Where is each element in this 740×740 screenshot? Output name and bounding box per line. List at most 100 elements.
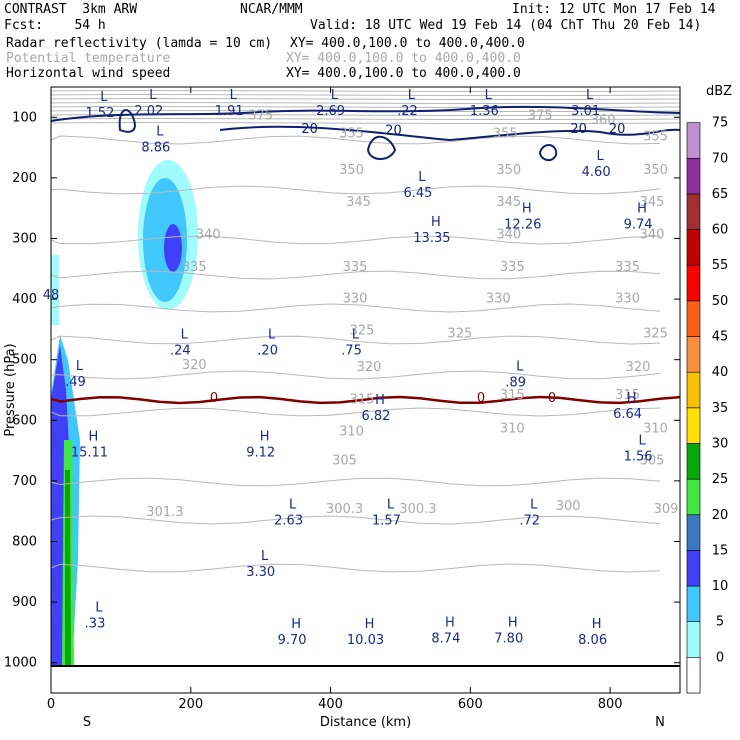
wind-label: 20 [609,122,626,137]
colorbar-tick-label: 25 [712,472,729,487]
theta-label: 320 [182,358,207,373]
colorbar-tick-label: 0 [716,650,724,665]
x-tick-label: 600 [458,697,483,712]
theta-label: 300.3 [399,502,436,517]
theta-line [51,477,661,487]
extremum-value: 9.74 [624,218,653,233]
theta-label: 315 [350,392,375,407]
extremum-value: .22 [397,104,418,119]
colorbar-swatch [686,407,701,444]
valid-time: Valid: 18 UTC Wed 19 Feb 14 (04 ChT Thu … [310,18,702,33]
extremum-marker: H [592,617,602,632]
theta-label: 320 [357,360,382,375]
contour-labels: 0 0 0 375 375 360 355 355 355 350 350 350 345 345 345 3… [43,88,679,648]
y-tick-label: 600 [12,413,37,428]
x-tick-label: 200 [178,697,203,712]
reflectivity-blob-upper-core [164,224,182,272]
wind-contour [538,144,558,162]
wind-contour [51,105,680,122]
extremum-marker: L [638,434,646,449]
theta-label: 350 [643,163,668,178]
extremum-value: 9.70 [278,633,307,648]
extremum-marker: L [597,149,605,164]
x-end-label-right: N [655,715,665,730]
theta-label: 345 [346,195,371,210]
extremum-marker: H [637,202,647,217]
extremum-marker: L [156,125,164,140]
colorbar-swatch [686,264,701,302]
theta-line [51,335,661,345]
extremum-value: 6.82 [362,409,391,424]
field-theta-xy: XY= 400.0,100.0 to 400.0,400.0 [286,51,521,66]
extremum-value: 8.74 [431,631,460,646]
extremum-value: 3.01 [571,104,600,119]
theta-label: 320 [626,360,651,375]
extremum-value: 2.63 [274,513,303,528]
theta-line [51,89,680,93]
colorbar-swatch [686,478,701,516]
theta-label: 345 [496,195,521,210]
x-tick-label: 800 [598,697,623,712]
theta-line [51,121,680,125]
colorbar-swatch [686,585,701,623]
plot-frame [50,86,681,694]
colorbar-swatch [686,371,701,409]
extremum-value: 1.56 [624,450,653,465]
y-tick-label: 400 [12,292,37,307]
extremum-value: .20 [257,344,278,359]
extremum-value: 8.86 [141,141,170,156]
theta-label: 305 [640,454,665,469]
theta-label: 309 [654,502,679,517]
theta-label: 340 [196,228,221,243]
colorbar-swatch [686,657,701,694]
theta-label: 350 [496,163,521,178]
extremum-marker: L [268,328,276,343]
theta-label: 360 [591,113,616,128]
theta-line [51,303,661,313]
theta-line [51,117,680,121]
theta-label: 340 [496,228,521,243]
theta-label: 345 [640,195,665,210]
colorbar-tick-label: 55 [712,258,729,273]
theta-line [51,515,661,525]
field-wind-xy: XY= 400.0,100.0 to 400.0,400.0 [286,66,521,81]
extremum-value: 8.06 [578,633,607,648]
extremum-marker: L [100,90,108,105]
extremum-marker: H [431,215,441,230]
extremum-marker: L [149,88,157,103]
theta-label: 300.3 [326,502,363,517]
extremum-marker: L [181,328,189,343]
theta-line [51,185,661,195]
y-tick-label: 700 [12,474,37,489]
extremum-marker: H [291,617,301,632]
theta-label: 375 [528,108,553,123]
freezing-line [51,395,680,405]
colorbar-tick-label: 40 [712,365,729,380]
theta-label: 330 [486,291,511,306]
theta-label: 355 [493,126,518,141]
extremum-value: .24 [170,344,191,359]
theta-label: 350 [339,163,364,178]
reflectivity-edge [51,255,59,325]
theta-label: 335 [182,260,207,275]
colorbar-tick-label: 20 [712,508,729,523]
theta-label: 325 [643,326,668,341]
theta-label: 335 [500,260,525,275]
theta-label: 325 [447,326,472,341]
theta-label: 325 [350,323,375,338]
extremum-value: 2.02 [134,104,163,119]
colorbar-swatch [686,300,701,337]
extremum-value: 6.45 [403,186,432,201]
extremum-marker: H [522,202,532,217]
wind-contour [118,109,136,133]
extremum-marker: L [418,170,426,185]
extremum-marker: L [530,497,538,512]
colorbar-tick-label: 60 [712,223,729,238]
reflectivity-lower-core [65,470,71,666]
extremum-marker: L [230,88,238,103]
theta-label: 355 [339,126,364,141]
extremum-marker: L [586,88,594,103]
field-wind: Horizontal wind speed [6,66,171,81]
